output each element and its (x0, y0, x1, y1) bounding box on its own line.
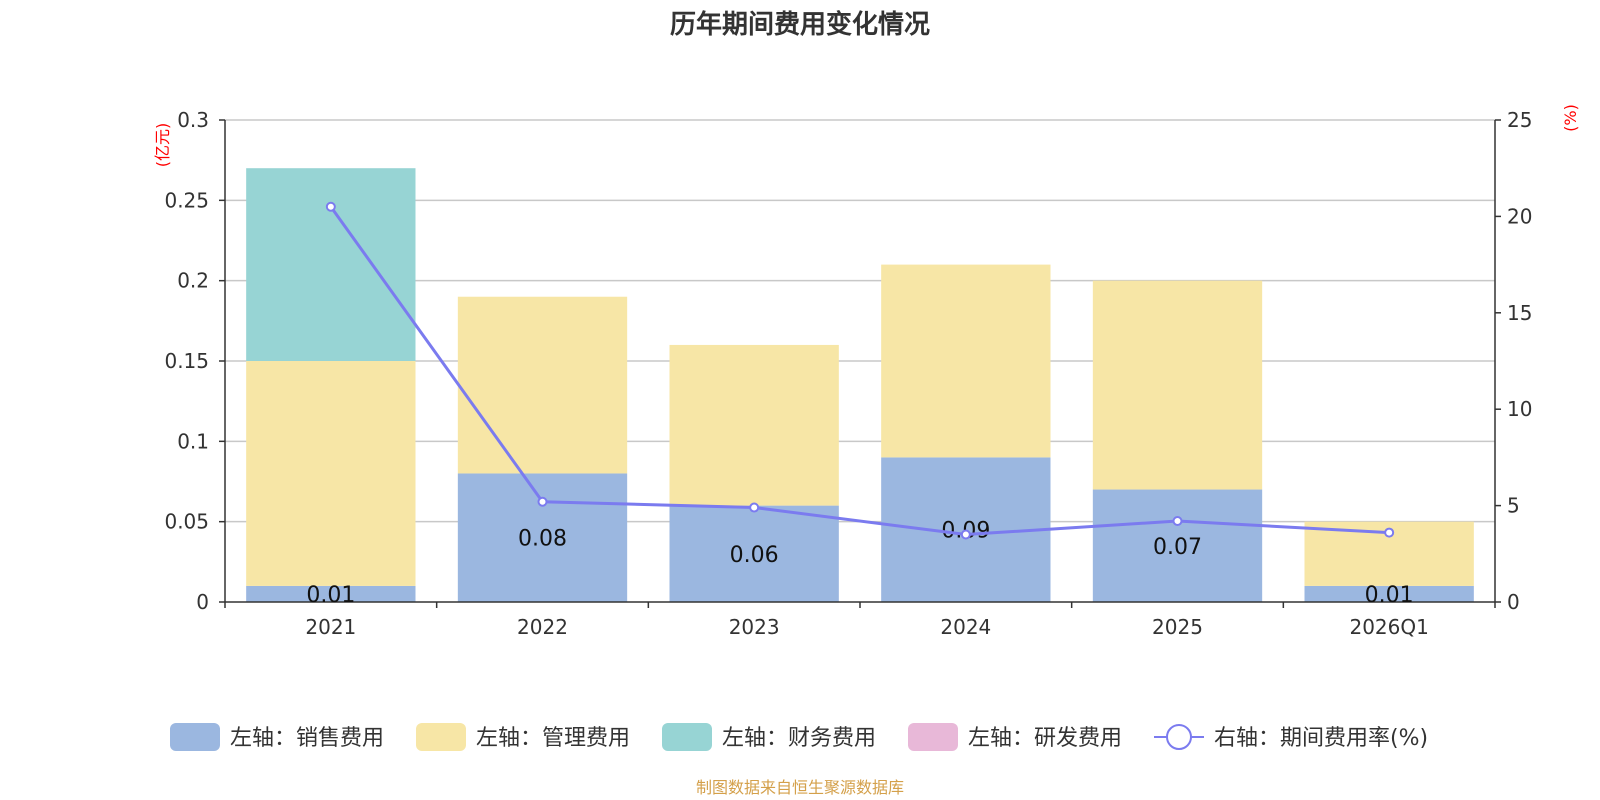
bar-segment (246, 168, 416, 361)
legend-label: 左轴：管理费用 (476, 726, 630, 751)
rate-point (537, 496, 548, 507)
legend-item: 左轴：研发费用 (908, 723, 1122, 751)
bar-segment (669, 505, 839, 602)
legend-label: 左轴：研发费用 (968, 726, 1122, 751)
left-tick-label: 0.05 (164, 510, 209, 534)
left-tick-label: 0 (196, 590, 209, 614)
right-tick-label: 10 (1507, 397, 1532, 421)
legend-swatch (170, 723, 220, 751)
data-label: 0.07 (1153, 535, 1202, 560)
left-axis-unit: (亿元) (153, 123, 172, 168)
rate-point (1384, 527, 1395, 538)
rate-line-series (325, 201, 1395, 540)
data-label: 0.01 (1365, 583, 1414, 608)
legend-item: 右轴：期间费用率(%) (1154, 724, 1428, 751)
right-axis-unit: (%) (1561, 104, 1580, 132)
right-tick-label: 5 (1507, 494, 1520, 518)
rate-point (1172, 516, 1183, 527)
left-tick-label: 0.15 (164, 349, 209, 373)
data-label: 0.08 (518, 527, 567, 552)
left-tick-label: 0.2 (177, 269, 209, 293)
legend-item: 左轴：财务费用 (662, 723, 876, 751)
bar-segment (1092, 489, 1263, 602)
legend-label: 右轴：期间费用率(%) (1214, 726, 1428, 751)
source-note: 制图数据来自恒生聚源数据库 (696, 778, 904, 797)
right-tick-label: 25 (1507, 108, 1532, 132)
x-tick-label: 2026Q1 (1349, 615, 1428, 639)
rate-line (329, 205, 1390, 537)
left-tick-label: 0.3 (177, 108, 209, 132)
legend-label: 左轴：财务费用 (722, 726, 876, 751)
rate-point (960, 529, 971, 540)
bar-segment (246, 585, 416, 602)
x-tick-label: 2022 (517, 615, 568, 639)
right-tick-label: 20 (1507, 204, 1532, 228)
left-tick-label: 0.25 (164, 188, 209, 212)
bar-segment (669, 344, 839, 506)
right-tick-label: 15 (1507, 301, 1532, 325)
x-tick-label: 2025 (1152, 615, 1203, 639)
legend-item: 左轴：管理费用 (416, 723, 630, 751)
data-label: 0.06 (730, 543, 779, 568)
legend-label: 左轴：销售费用 (230, 726, 384, 751)
bar-segment (881, 264, 1051, 458)
x-tick-label: 2024 (940, 615, 991, 639)
chart-title: 历年期间费用变化情况 (670, 9, 930, 40)
grid-lines (225, 119, 1495, 523)
legend-marker (1166, 724, 1192, 750)
x-tick-label: 2021 (305, 615, 356, 639)
legend-swatch (662, 723, 712, 751)
left-tick-label: 0.1 (177, 429, 209, 453)
bar-segment (1092, 280, 1263, 490)
bar-segment (1304, 585, 1474, 602)
rate-point (749, 502, 760, 513)
bar-segment (246, 361, 416, 586)
bar-segment (457, 296, 628, 474)
legend: 左轴：销售费用 左轴：管理费用 左轴：财务费用 左轴：研发费用 右轴：期间费用率(%) (170, 723, 1428, 751)
x-tick-label: 2023 (729, 615, 780, 639)
legend-swatch (908, 723, 958, 751)
bar-series (246, 168, 1474, 602)
rate-point (325, 201, 336, 212)
legend-swatch (416, 723, 466, 751)
legend-item: 左轴：销售费用 (170, 723, 384, 751)
bar-segment (457, 473, 628, 602)
right-tick-label: 0 (1507, 590, 1520, 614)
data-label: 0.01 (306, 583, 355, 608)
